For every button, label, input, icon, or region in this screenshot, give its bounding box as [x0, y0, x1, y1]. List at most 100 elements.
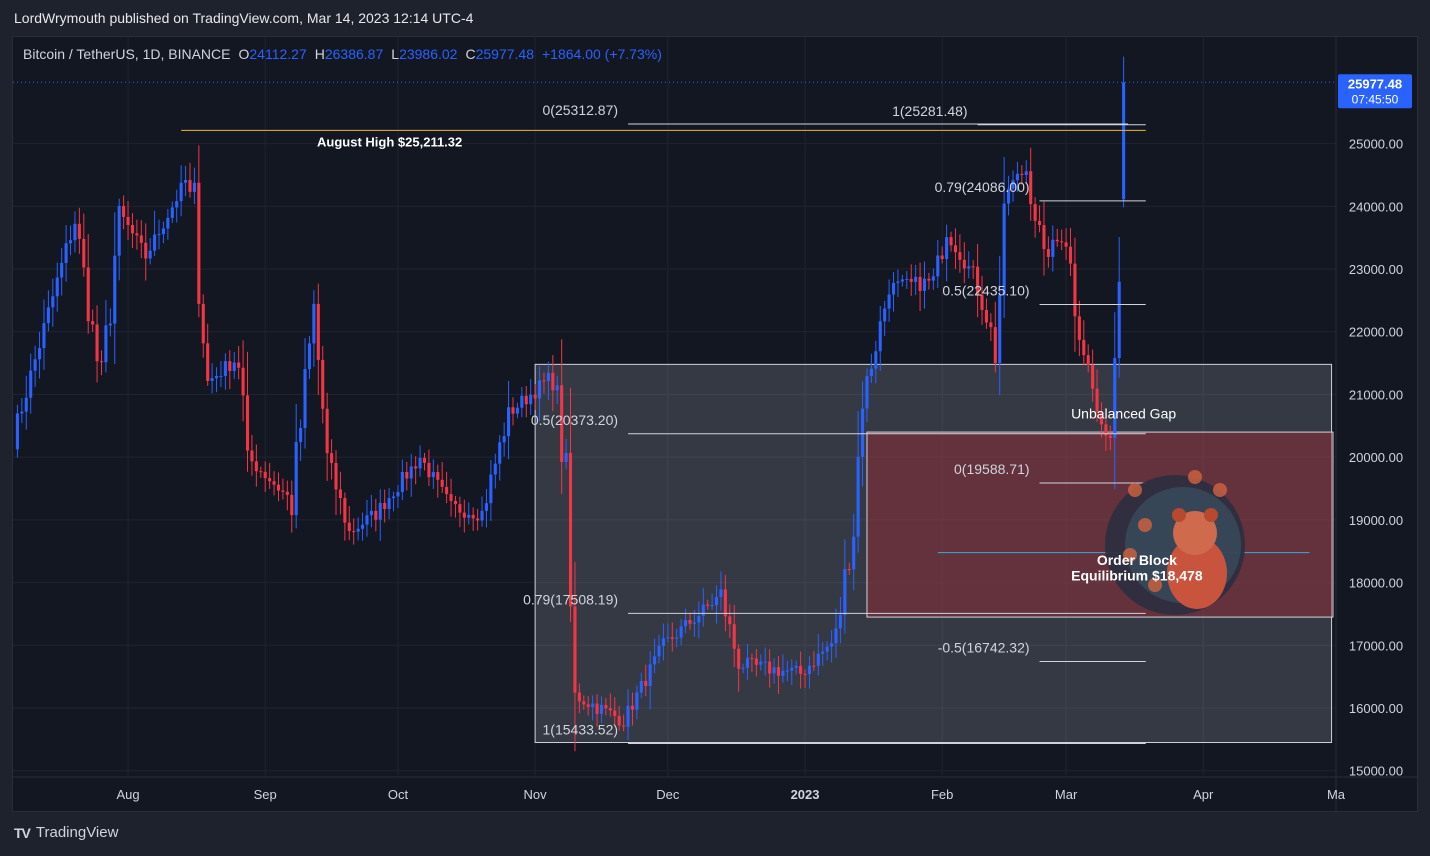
candle-body — [582, 701, 586, 705]
candle-body — [776, 667, 781, 676]
candle-body — [918, 276, 922, 291]
candle-body — [42, 323, 46, 349]
candle-body — [772, 667, 776, 674]
candle-body — [396, 492, 400, 497]
candle-body — [998, 295, 1002, 364]
price-tick-label: 17000.00 — [1349, 638, 1403, 653]
low-label: L — [391, 46, 399, 62]
candle-body — [307, 343, 312, 370]
candle-body — [657, 645, 661, 657]
candle-body — [847, 568, 851, 570]
candle-body — [73, 223, 77, 241]
candle-body — [542, 380, 546, 382]
candle-body — [99, 361, 104, 363]
candle-body — [546, 372, 550, 382]
high-label: H — [315, 46, 325, 62]
tradingview-logo[interactable]: TV TradingView — [14, 824, 118, 841]
candle-body — [723, 589, 727, 617]
annotation-label: Unbalanced Gap — [1071, 405, 1176, 421]
candle-body — [507, 407, 511, 437]
candle-body — [108, 323, 112, 326]
close-label: C — [465, 46, 475, 62]
candle-body — [312, 303, 316, 344]
candle-body — [290, 494, 294, 516]
candle-body — [210, 378, 214, 381]
candle-body — [626, 705, 630, 727]
price-tick-label: 24000.00 — [1349, 199, 1403, 214]
candle-body — [95, 324, 99, 362]
candle-body — [1037, 220, 1042, 226]
candle-body — [400, 471, 404, 493]
level-label: 1(25281.48) — [892, 103, 968, 119]
candle-body — [179, 182, 183, 202]
level-label: 0(25312.87) — [543, 102, 619, 118]
candle-body — [104, 325, 108, 363]
candle-body — [427, 462, 431, 478]
candle-body — [161, 228, 165, 235]
candle-body — [122, 205, 126, 217]
candle-body — [467, 514, 471, 518]
candle-body — [383, 502, 387, 509]
candle-body — [330, 453, 334, 463]
bear-illustration-icon — [1167, 537, 1227, 609]
time-tick-label: Ma — [1327, 787, 1346, 802]
candle-body — [529, 394, 533, 405]
flower-icon — [1213, 483, 1227, 497]
candle-body — [480, 510, 484, 521]
candle-body — [613, 710, 617, 717]
candle-body — [630, 705, 635, 710]
candle-body — [484, 503, 488, 511]
candle-body — [821, 651, 825, 654]
flower-icon — [1123, 548, 1137, 562]
candle-body — [967, 266, 971, 269]
candle-body — [1033, 204, 1037, 221]
candle-body — [679, 626, 683, 638]
level-label: 0(19588.71) — [954, 461, 1030, 477]
candle-body — [422, 457, 427, 463]
candle-body — [1042, 225, 1046, 250]
candle-body — [781, 670, 785, 676]
candle-body — [900, 279, 904, 282]
candle-body — [878, 321, 882, 352]
bear-illustration-icon — [1173, 511, 1217, 555]
candle-body — [436, 472, 440, 480]
candle-body — [586, 704, 590, 707]
price-tick-label: 25000.00 — [1349, 137, 1403, 152]
annotation-label: Equilibrium $18,478 — [1071, 568, 1203, 584]
candle-body — [524, 395, 528, 405]
candle-body — [993, 327, 997, 364]
candle-body — [1073, 263, 1077, 317]
candle-body — [807, 665, 812, 675]
candle-body — [86, 267, 90, 322]
candle-body — [130, 224, 135, 234]
symbol-title: Bitcoin / TetherUS, 1D, BINANCE — [23, 46, 230, 62]
level-label: 0.5(20373.20) — [531, 412, 618, 428]
candle-body — [60, 262, 64, 278]
level-label: 0.79(24086.00) — [935, 179, 1030, 195]
bottom-bar — [0, 812, 1430, 856]
tradingview-logo-text: TradingView — [35, 824, 119, 841]
candle-body — [245, 395, 250, 451]
candle-body — [117, 205, 121, 256]
bear-illustration-icon — [1172, 508, 1186, 522]
candle-body — [741, 667, 745, 669]
candle-body — [896, 281, 900, 283]
time-tick-label: Oct — [388, 787, 409, 802]
candle-body — [728, 616, 732, 625]
candle-body — [732, 624, 736, 649]
candle-body — [515, 407, 519, 414]
candle-body — [502, 436, 506, 443]
candle-body — [232, 362, 236, 371]
close-value: 25977.48 — [476, 46, 535, 62]
candle-body — [803, 673, 807, 675]
candle-body — [113, 255, 117, 324]
candle-body — [1060, 241, 1064, 243]
candle-body — [710, 605, 714, 607]
candle-body — [989, 322, 993, 328]
price-tick-label: 21000.00 — [1349, 387, 1403, 402]
candle-body — [374, 510, 378, 520]
price-tick-label: 16000.00 — [1349, 701, 1403, 716]
candle-body — [1122, 82, 1126, 200]
candle-body — [838, 614, 842, 629]
